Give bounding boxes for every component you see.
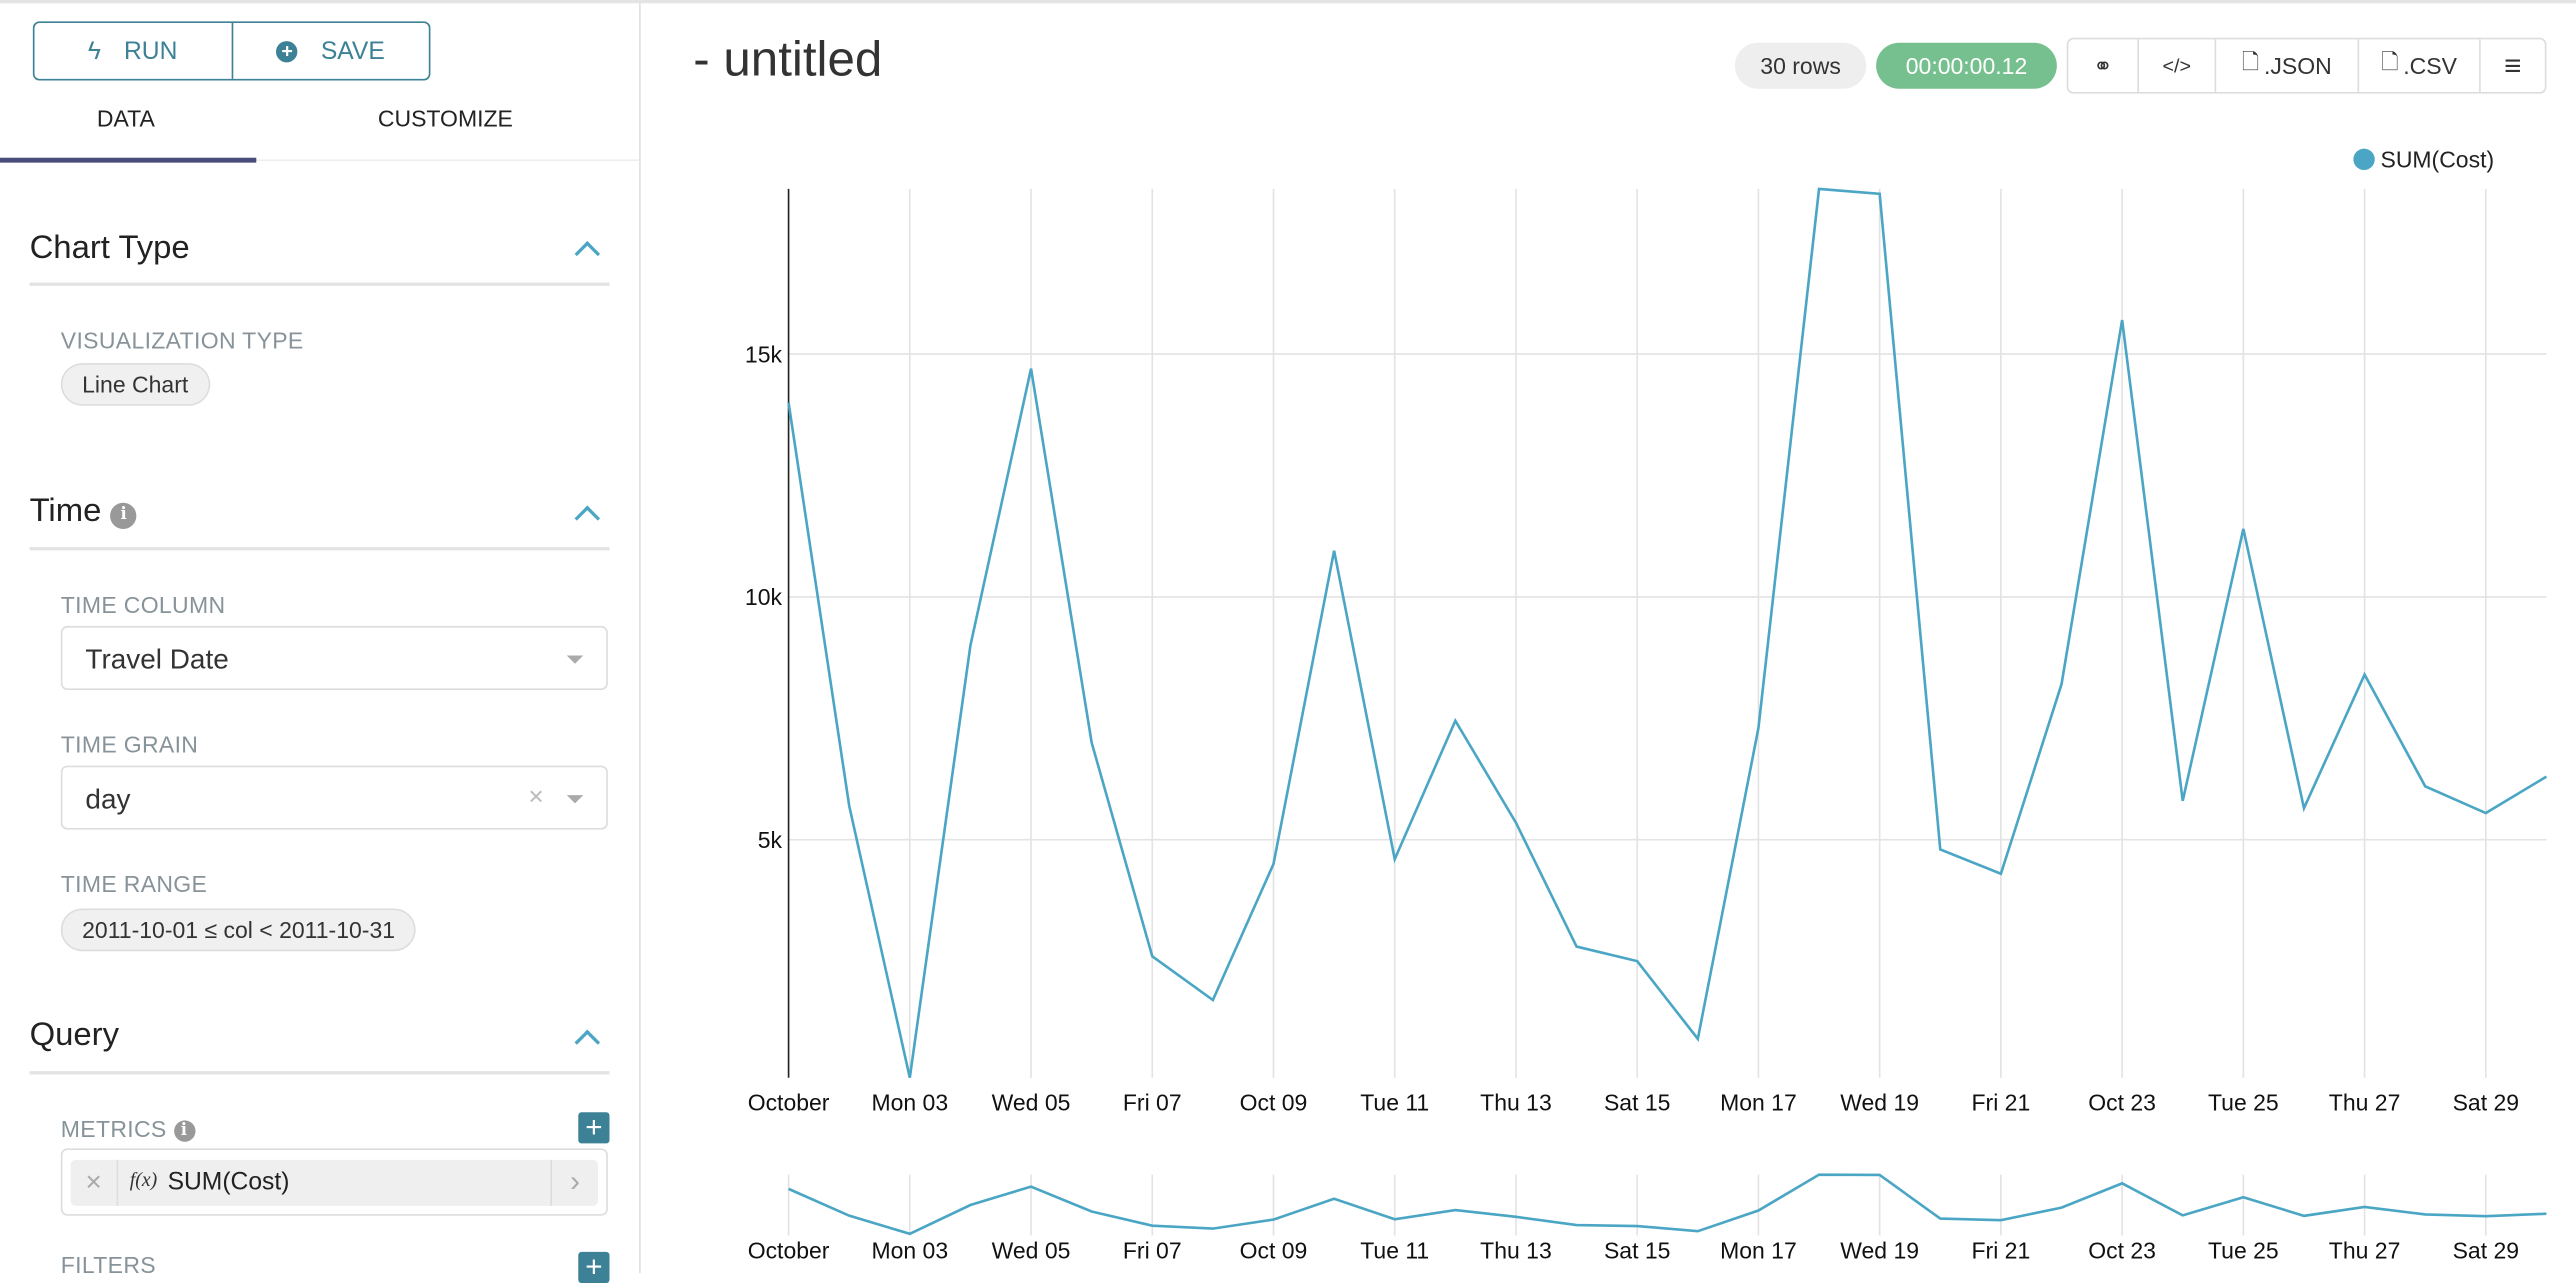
x-tick-label: Oct 23: [2088, 1090, 2156, 1116]
brush-series-line: [789, 1175, 2547, 1234]
clear-icon[interactable]: ×: [528, 784, 543, 814]
brush-tick-label: Fri 07: [1123, 1237, 1182, 1263]
x-tick-label: Fri 07: [1123, 1090, 1182, 1116]
time-grain-label: TIME GRAIN: [61, 731, 198, 757]
sidebar: ϟ RUN + SAVE DATA CUSTOMIZE Chart Type VIS…: [0, 3, 641, 1273]
filters-label: FILTERS: [61, 1252, 156, 1278]
active-tab-underline: [0, 158, 256, 163]
x-tick-label: Mon 03: [871, 1090, 948, 1116]
info-icon[interactable]: i: [111, 503, 137, 529]
brush-tick-label: Tue 25: [2208, 1237, 2279, 1263]
section-time-title[interactable]: Time i: [30, 493, 137, 531]
y-tick-label: 5k: [758, 827, 783, 853]
tab-data[interactable]: DATA: [97, 105, 155, 131]
x-tick-label: Wed 19: [1840, 1090, 1919, 1116]
caret-down-icon: [567, 795, 583, 803]
save-button[interactable]: + SAVE: [232, 23, 428, 79]
x-tick-label: Thu 13: [1480, 1090, 1552, 1116]
run-label: RUN: [124, 37, 177, 65]
chevron-up-icon[interactable]: [575, 1030, 601, 1056]
bolt-icon: ϟ: [88, 37, 101, 65]
brush-tick-label: Sat 29: [2453, 1237, 2519, 1263]
chevron-right-icon[interactable]: ›: [550, 1160, 598, 1206]
time-column-value: Travel Date: [85, 644, 228, 677]
time-grain-value: day: [85, 784, 130, 817]
y-tick-label: 15k: [745, 341, 783, 367]
save-label: SAVE: [321, 37, 385, 65]
info-icon[interactable]: i: [173, 1120, 194, 1141]
x-tick-label: Thu 27: [2329, 1090, 2401, 1116]
time-range-label: TIME RANGE: [61, 871, 207, 897]
line-chart: October October Mon 03 Mon 03 Wed 05 Wed 05 Fr…: [642, 0, 2576, 1273]
add-filter-button[interactable]: +: [578, 1252, 609, 1283]
brush-tick-label: Thu 13: [1480, 1237, 1552, 1263]
brush-tick-label: Thu 27: [2329, 1237, 2401, 1263]
section-divider: [30, 547, 610, 550]
caret-down-icon: [567, 655, 583, 663]
function-icon: f(x): [130, 1168, 157, 1193]
plus-circle-icon: +: [276, 40, 297, 61]
x-tick-label: Mon 17: [1720, 1090, 1797, 1116]
brush-tick-label: October: [748, 1237, 830, 1263]
brush-tick-label: Wed 05: [992, 1237, 1071, 1263]
time-title-text: Time: [30, 493, 102, 529]
x-tick-label: Tue 25: [2208, 1090, 2279, 1116]
x-tick-label: Wed 05: [992, 1090, 1071, 1116]
brush-tick-label: Tue 11: [1360, 1237, 1429, 1263]
x-tick-label: October: [748, 1090, 830, 1116]
time-range-pill[interactable]: 2011-10-01 ≤ col < 2011-10-31: [61, 908, 417, 951]
brush-tick-label: Sat 15: [1604, 1237, 1670, 1263]
viz-type-pill[interactable]: Line Chart: [61, 363, 210, 406]
viz-type-label: VISUALIZATION TYPE: [61, 327, 304, 353]
brush-tick-label: Oct 09: [1240, 1237, 1308, 1263]
x-tick-label: Tue 11: [1360, 1090, 1429, 1116]
x-tick-label: Oct 09: [1240, 1090, 1308, 1116]
series-line-sum-cost: [789, 189, 2547, 1078]
legend-marker: [2353, 149, 2374, 170]
metrics-box: × f(x) SUM(Cost) ›: [61, 1148, 608, 1215]
section-query-title[interactable]: Query: [30, 1017, 119, 1055]
chevron-up-icon[interactable]: [575, 241, 601, 267]
brush-tick-label: Wed 19: [1840, 1237, 1919, 1263]
metrics-label: METRICS i: [61, 1115, 195, 1141]
brush-tick-label: Mon 03: [871, 1237, 948, 1263]
section-divider: [30, 1071, 610, 1074]
remove-metric-icon[interactable]: ×: [71, 1160, 119, 1206]
y-tick-label: 10k: [745, 584, 783, 610]
x-tick-label: Sat 15: [1604, 1090, 1670, 1116]
brush-tick-label: Oct 23: [2088, 1237, 2156, 1263]
x-tick-label: Sat 29: [2453, 1090, 2519, 1116]
tab-customize[interactable]: CUSTOMIZE: [378, 105, 513, 131]
x-tick-label: Fri 21: [1972, 1090, 2031, 1116]
add-metric-button[interactable]: +: [578, 1112, 609, 1143]
brush-tick-label: Fri 21: [1972, 1237, 2031, 1263]
metric-value: SUM(Cost): [168, 1168, 290, 1196]
time-grain-select[interactable]: day ×: [61, 766, 608, 830]
brush-tick-label: Mon 17: [1720, 1237, 1797, 1263]
time-column-label: TIME COLUMN: [61, 591, 226, 617]
time-column-select[interactable]: Travel Date: [61, 626, 608, 690]
legend[interactable]: SUM(Cost): [2353, 147, 2494, 173]
run-button[interactable]: ϟ RUN: [34, 23, 232, 79]
section-chart-type-title[interactable]: Chart Type: [30, 230, 190, 268]
legend-label: SUM(Cost): [2381, 147, 2495, 173]
metrics-label-text: METRICS: [61, 1115, 167, 1141]
section-divider: [30, 283, 610, 286]
metric-item[interactable]: × f(x) SUM(Cost) ›: [71, 1160, 598, 1206]
run-save-group: ϟ RUN + SAVE: [33, 21, 431, 80]
chevron-up-icon[interactable]: [575, 506, 601, 532]
